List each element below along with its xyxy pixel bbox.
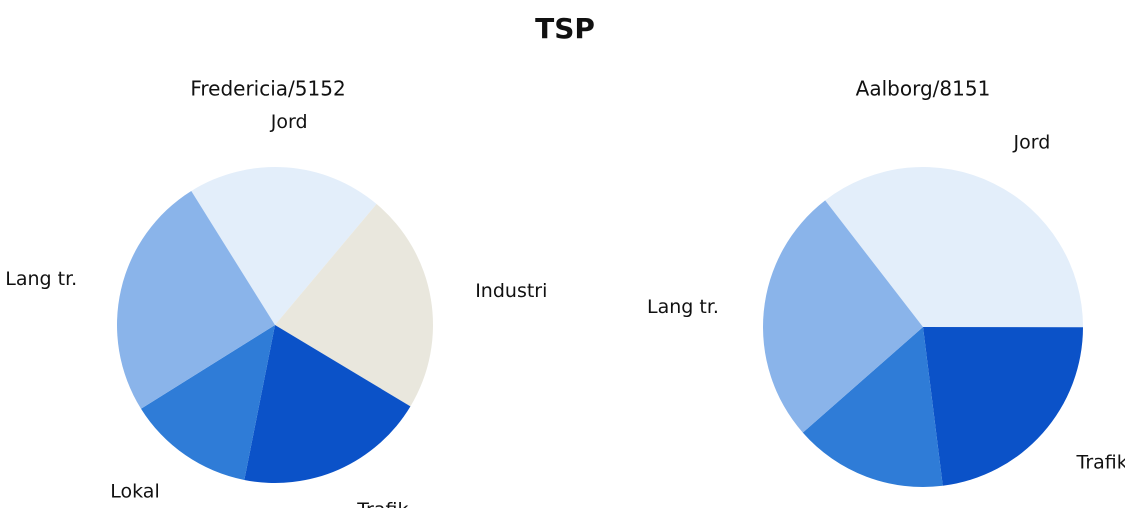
pie-slice <box>141 325 275 480</box>
slice-label: Lang tr. <box>5 268 77 290</box>
slice-label: Trafik <box>1076 451 1125 473</box>
pie-slice <box>244 325 411 483</box>
slice-label: Lokal <box>110 481 159 503</box>
chart-title: TSP <box>535 12 595 45</box>
pie-slice <box>825 167 1083 328</box>
slice-label: Jord <box>270 111 308 133</box>
slice-label: Trafik <box>356 499 408 508</box>
pie-slice <box>802 327 943 487</box>
pie-slice <box>763 200 923 433</box>
slice-label: Jord <box>1013 132 1051 154</box>
pie-slice <box>923 327 1083 486</box>
chart-subtitle: Aalborg/8151 <box>856 77 991 101</box>
pie-slice <box>117 191 276 409</box>
chart-subtitle: Fredericia/5152 <box>190 77 345 101</box>
pie-slice <box>191 167 377 325</box>
slice-label: Industri <box>475 280 547 302</box>
slice-label: Lang tr. <box>647 296 719 318</box>
pie-slice <box>275 203 433 407</box>
